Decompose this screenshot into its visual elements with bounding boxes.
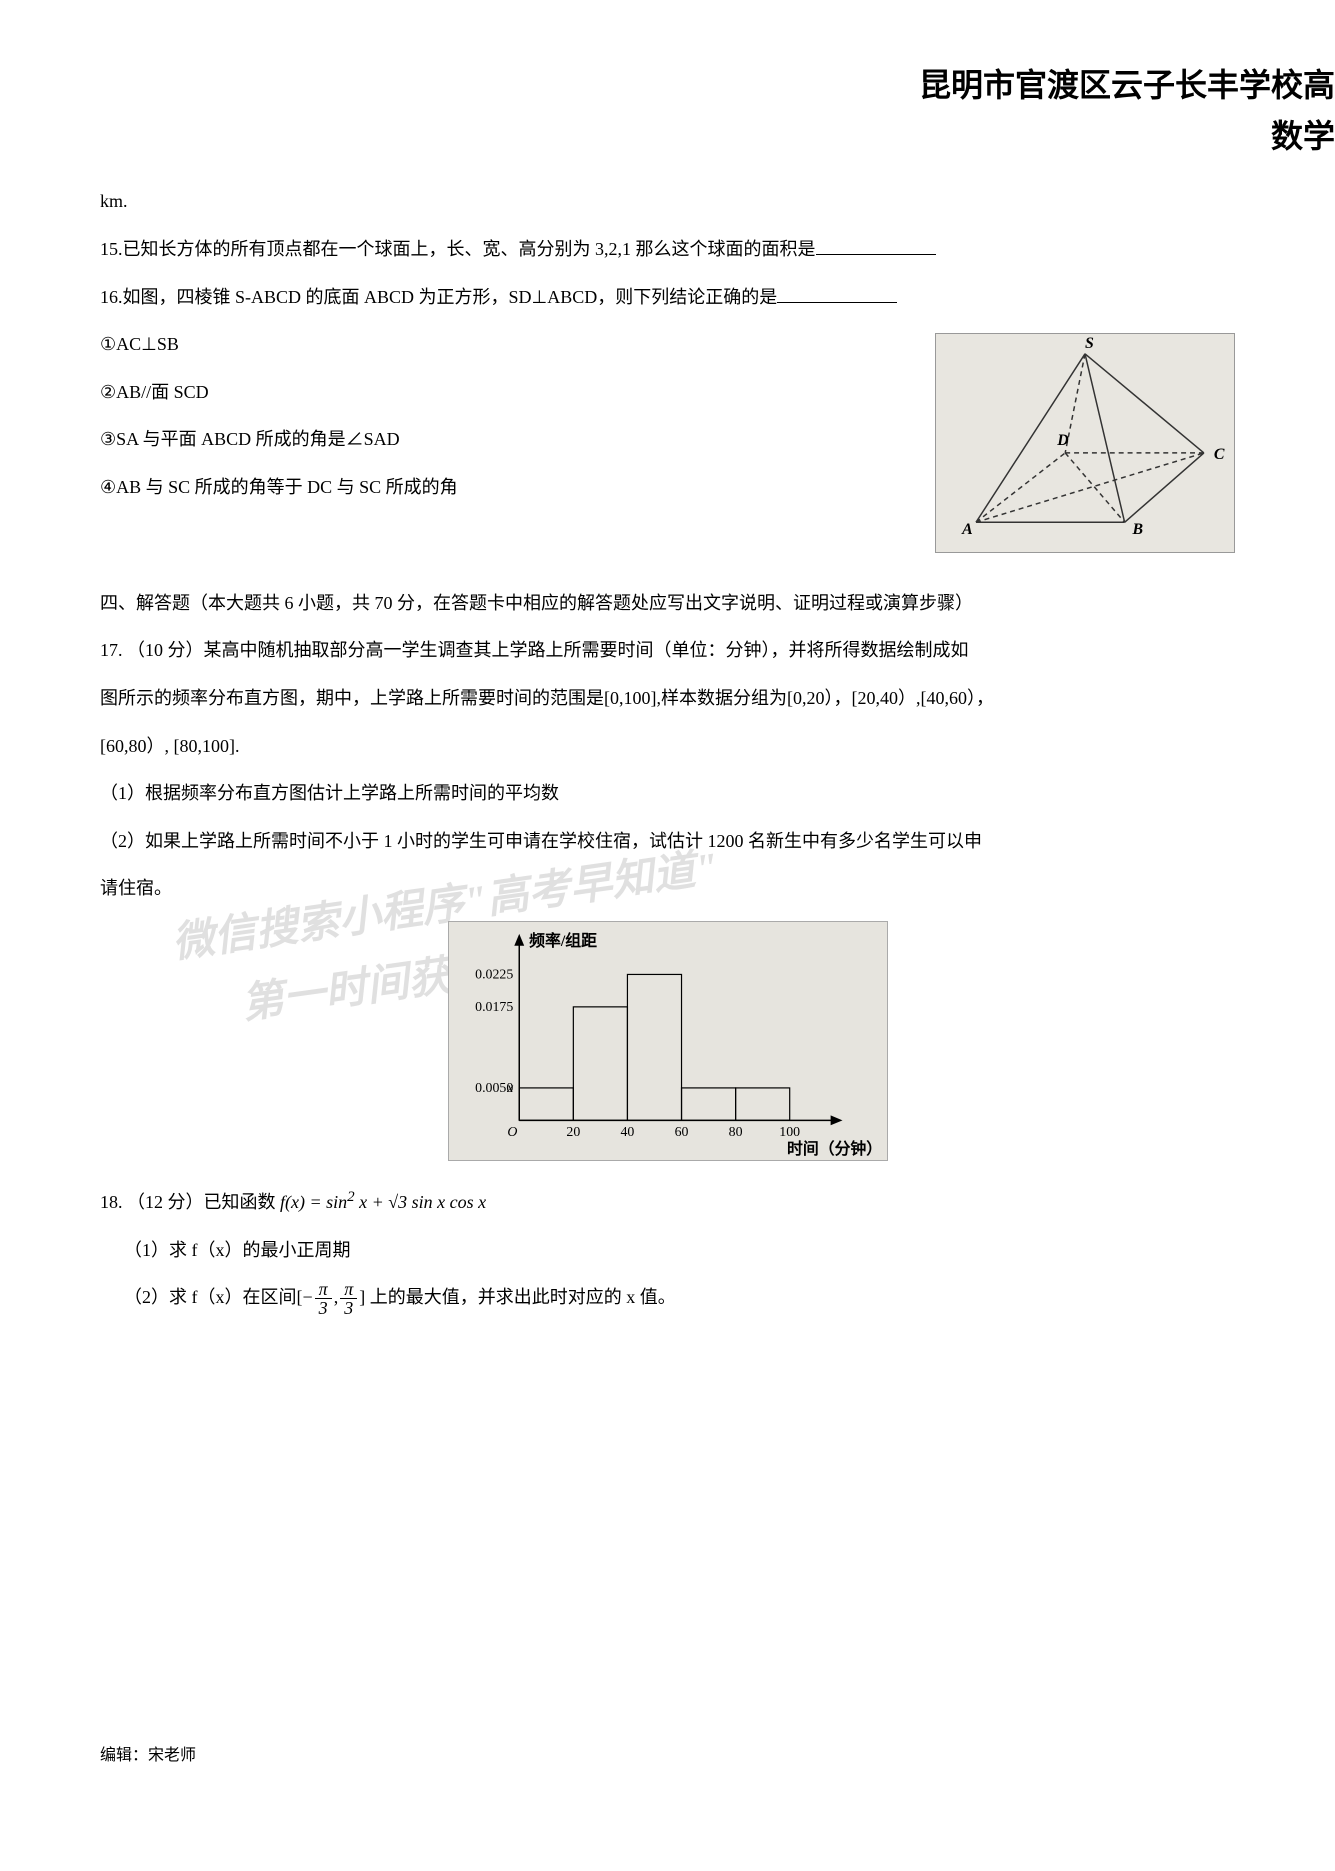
question-18: 18. （12 分）已知函数 f(x) = sin2 x + √3 sin x … <box>100 1181 1235 1223</box>
svg-text:40: 40 <box>620 1125 634 1140</box>
question-15: 15.已知长方体的所有顶点都在一个球面上，长、宽、高分别为 3,2,1 那么这个… <box>100 230 1235 270</box>
svg-text:D: D <box>1056 432 1069 449</box>
svg-text:20: 20 <box>566 1125 580 1140</box>
q18-sub1: （1）求 f（x）的最小正周期 <box>100 1231 1235 1271</box>
q17-line3: [60,80）, [80,100]. <box>100 727 1235 767</box>
q18-sub2b: ] 上的最大值，并求出此时对应的 x 值。 <box>359 1287 676 1307</box>
svg-text:频率/组距: 频率/组距 <box>529 931 597 950</box>
text-km: km. <box>100 182 1235 222</box>
q18-pre: 18. （12 分）已知函数 <box>100 1192 276 1212</box>
pyramid-svg: S A B C D <box>935 333 1235 553</box>
q17-sub2b: 请住宿。 <box>100 869 1235 909</box>
svg-text:时间（分钟）: 时间（分钟） <box>787 1139 882 1158</box>
question-16: 16.如图，四棱锥 S-ABCD 的底面 ABCD 为正方形，SD⊥ABCD，则… <box>100 278 1235 318</box>
q18-formula: f(x) = sin2 x + √3 sin x cos x <box>280 1192 486 1212</box>
svg-text:C: C <box>1214 446 1225 463</box>
histogram-wrapper: 0.00500.01750.0225xO20406080100频率/组距时间（分… <box>100 921 1235 1161</box>
blank-15 <box>816 254 936 255</box>
q18-sub2a: （2）求 f（x）在区间[ <box>124 1287 303 1307</box>
frac-pi-3: π3 <box>340 1280 357 1317</box>
q16-text: 16.如图，四棱锥 S-ABCD 的底面 ABCD 为正方形，SD⊥ABCD，则… <box>100 287 777 307</box>
q15-text: 15.已知长方体的所有顶点都在一个球面上，长、宽、高分别为 3,2,1 那么这个… <box>100 239 816 259</box>
svg-text:100: 100 <box>779 1125 800 1140</box>
svg-text:80: 80 <box>728 1125 742 1140</box>
svg-text:A: A <box>961 521 973 538</box>
q17-sub1: （1）根据频率分布直方图估计上学路上所需时间的平均数 <box>100 774 1235 814</box>
footer-editor: 编辑：宋老师 <box>100 1738 1235 1773</box>
blank-16 <box>777 302 897 303</box>
page-title: 昆明市官渡区云子长丰学校高 <box>100 60 1335 111</box>
svg-text:S: S <box>1085 335 1094 352</box>
svg-text:B: B <box>1132 521 1144 538</box>
svg-text:0.0225: 0.0225 <box>475 967 513 982</box>
histogram-svg: 0.00500.01750.0225xO20406080100频率/组距时间（分… <box>448 921 888 1161</box>
svg-text:60: 60 <box>674 1125 688 1140</box>
frac-neg-pi-3: π3 <box>315 1280 332 1317</box>
section-4-heading: 四、解答题（本大题共 6 小题，共 70 分，在答题卡中相应的解答题处应写出文字… <box>100 584 1235 624</box>
q17-line2: 图所示的频率分布直方图，期中，上学路上所需要时间的范围是[0,100],样本数据… <box>100 679 1235 719</box>
q17-sub2: （2）如果上学路上所需时间不小于 1 小时的学生可申请在学校住宿，试估计 120… <box>100 822 1235 862</box>
svg-text:x: x <box>506 1081 514 1096</box>
pyramid-figure: S A B C D <box>935 333 1235 568</box>
svg-text:0.0175: 0.0175 <box>475 1000 513 1015</box>
svg-text:O: O <box>507 1125 517 1140</box>
page-subtitle: 数学 <box>100 111 1335 162</box>
q18-sub2: （2）求 f（x）在区间[−π3,π3] 上的最大值，并求出此时对应的 x 值。 <box>100 1278 1235 1318</box>
q17-line1: 17. （10 分）某高中随机抽取部分高一学生调查其上学路上所需要时间（单位：分… <box>100 631 1235 671</box>
